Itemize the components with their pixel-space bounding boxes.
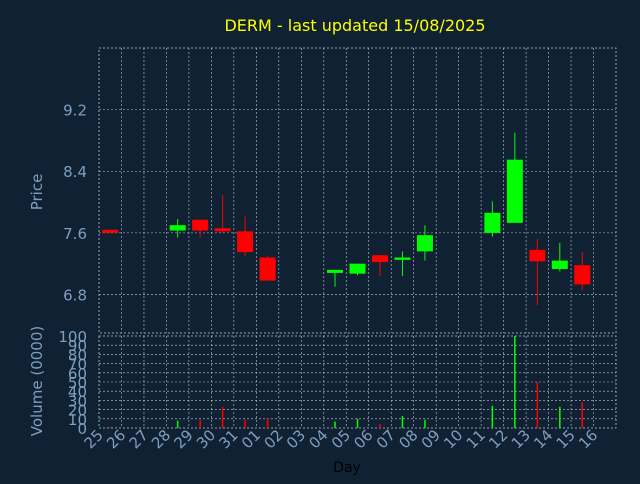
candle-body [192, 219, 209, 231]
volume-bar [581, 402, 584, 428]
x-tick-labels: 2526272829303101020304050607080910111213… [81, 426, 602, 452]
x-axis-label: Day [333, 460, 361, 476]
price-y-tick-label: 7.6 [63, 225, 87, 243]
volume-bar [401, 416, 404, 428]
candle-body [416, 235, 433, 252]
volume-y-tick-label: 40 [68, 383, 87, 401]
volume-bar [334, 421, 336, 428]
candlestick [192, 219, 209, 238]
candle-body [394, 257, 411, 260]
candle-body [259, 257, 276, 281]
candle-body [371, 255, 388, 263]
candle-body [327, 269, 344, 273]
candlestick [416, 225, 433, 261]
volume-y-tick-label: 60 [68, 365, 87, 383]
volume-y-tick-label: 10 [68, 411, 87, 429]
volume-y-axis-label: Volume (0000) [28, 326, 46, 436]
volume-y-tick-label: 80 [68, 346, 87, 364]
candle-body [529, 249, 546, 262]
volume-bar [266, 417, 269, 428]
volume-y-tick-label: 70 [68, 356, 87, 374]
candlestick [102, 229, 119, 233]
candlestick [327, 269, 344, 287]
candlestick [484, 201, 501, 237]
candle-body [349, 263, 366, 274]
price-plot-frame [98, 47, 617, 334]
candlestick [237, 216, 254, 256]
volume-y-tick-label: 90 [68, 337, 87, 355]
candlestick [259, 255, 276, 281]
candle-body [214, 228, 231, 232]
volume-bar [199, 419, 201, 428]
volume-bar [514, 336, 516, 428]
candle-body [484, 212, 501, 233]
candlestick [529, 239, 546, 306]
candlestick [394, 251, 411, 276]
candle-body [169, 225, 186, 231]
candle-body [237, 231, 254, 253]
volume-bar [379, 424, 381, 428]
volume-bar [221, 406, 224, 428]
price-y-tick-label: 6.8 [63, 286, 87, 304]
volume-y-tick-label: 100 [58, 328, 87, 346]
candlestick [214, 195, 231, 233]
candle-body [574, 265, 591, 285]
volume-y-tick-label: 30 [68, 392, 87, 410]
candlestick [506, 132, 523, 223]
candle-body [506, 159, 523, 223]
volume-bar [356, 418, 359, 428]
price-y-tick-label: 9.2 [63, 102, 87, 120]
volume-bar [559, 406, 561, 428]
chart-title: DERM - last updated 15/08/2025 [224, 16, 485, 35]
candlestick [349, 263, 366, 276]
price-y-tick-label: 8.4 [63, 163, 87, 181]
volume-bar [491, 405, 494, 428]
candle-body [551, 260, 568, 270]
volume-bar [244, 419, 246, 428]
price-y-axis-label: Price [28, 174, 46, 211]
volume-bar [176, 420, 179, 428]
volume-bar [536, 382, 539, 428]
volume-y-tick-label: 0 [77, 420, 87, 438]
candlestick [371, 255, 388, 276]
volume-bar [109, 427, 111, 428]
candlestick [574, 252, 591, 290]
price-panel: 6.8 7.6 8.4 9.2 [63, 47, 617, 334]
volume-y-tick-label: 20 [68, 402, 87, 420]
candlestick [551, 242, 568, 272]
candlestick [169, 219, 186, 238]
candle-body [102, 229, 119, 233]
volume-y-tick-label: 50 [68, 374, 87, 392]
volume-bar [424, 419, 426, 428]
